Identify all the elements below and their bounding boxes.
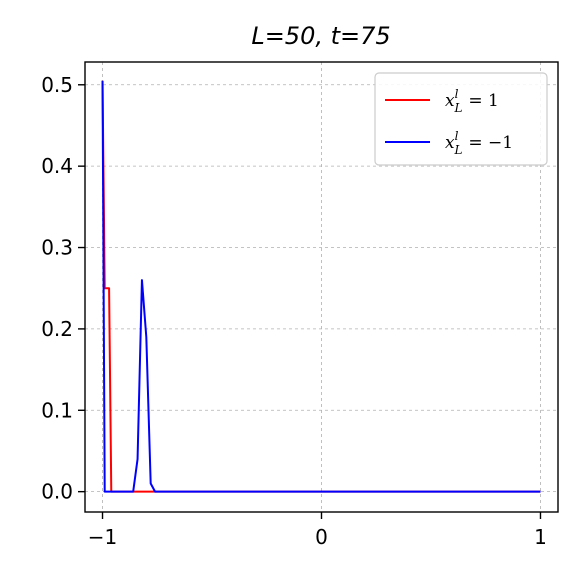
y-tick-label: 0.0 — [41, 480, 73, 504]
y-tick-label: 0.5 — [41, 73, 73, 97]
legend-label-1: xl L = 1 — [445, 87, 499, 115]
y-tick-label: 0.1 — [41, 398, 73, 422]
legend: xl L = 1 xl L = −1 — [374, 72, 548, 166]
x-tick-label: 1 — [534, 525, 547, 549]
axis-ticks: −1 0 1 0.0 0.1 0.2 0.3 0.4 0.5 — [41, 73, 547, 549]
x-tick-label: −1 — [88, 525, 117, 549]
x-tick-label: 0 — [315, 525, 328, 549]
y-tick-label: 0.2 — [41, 317, 73, 341]
legend-label-2: xl L = −1 — [445, 129, 513, 157]
chart-title: L=50, t=75 — [251, 22, 390, 50]
y-tick-label: 0.3 — [41, 236, 73, 260]
series-line-2 — [101, 80, 541, 493]
series-layer — [101, 80, 541, 493]
y-tick-label: 0.4 — [41, 154, 73, 178]
